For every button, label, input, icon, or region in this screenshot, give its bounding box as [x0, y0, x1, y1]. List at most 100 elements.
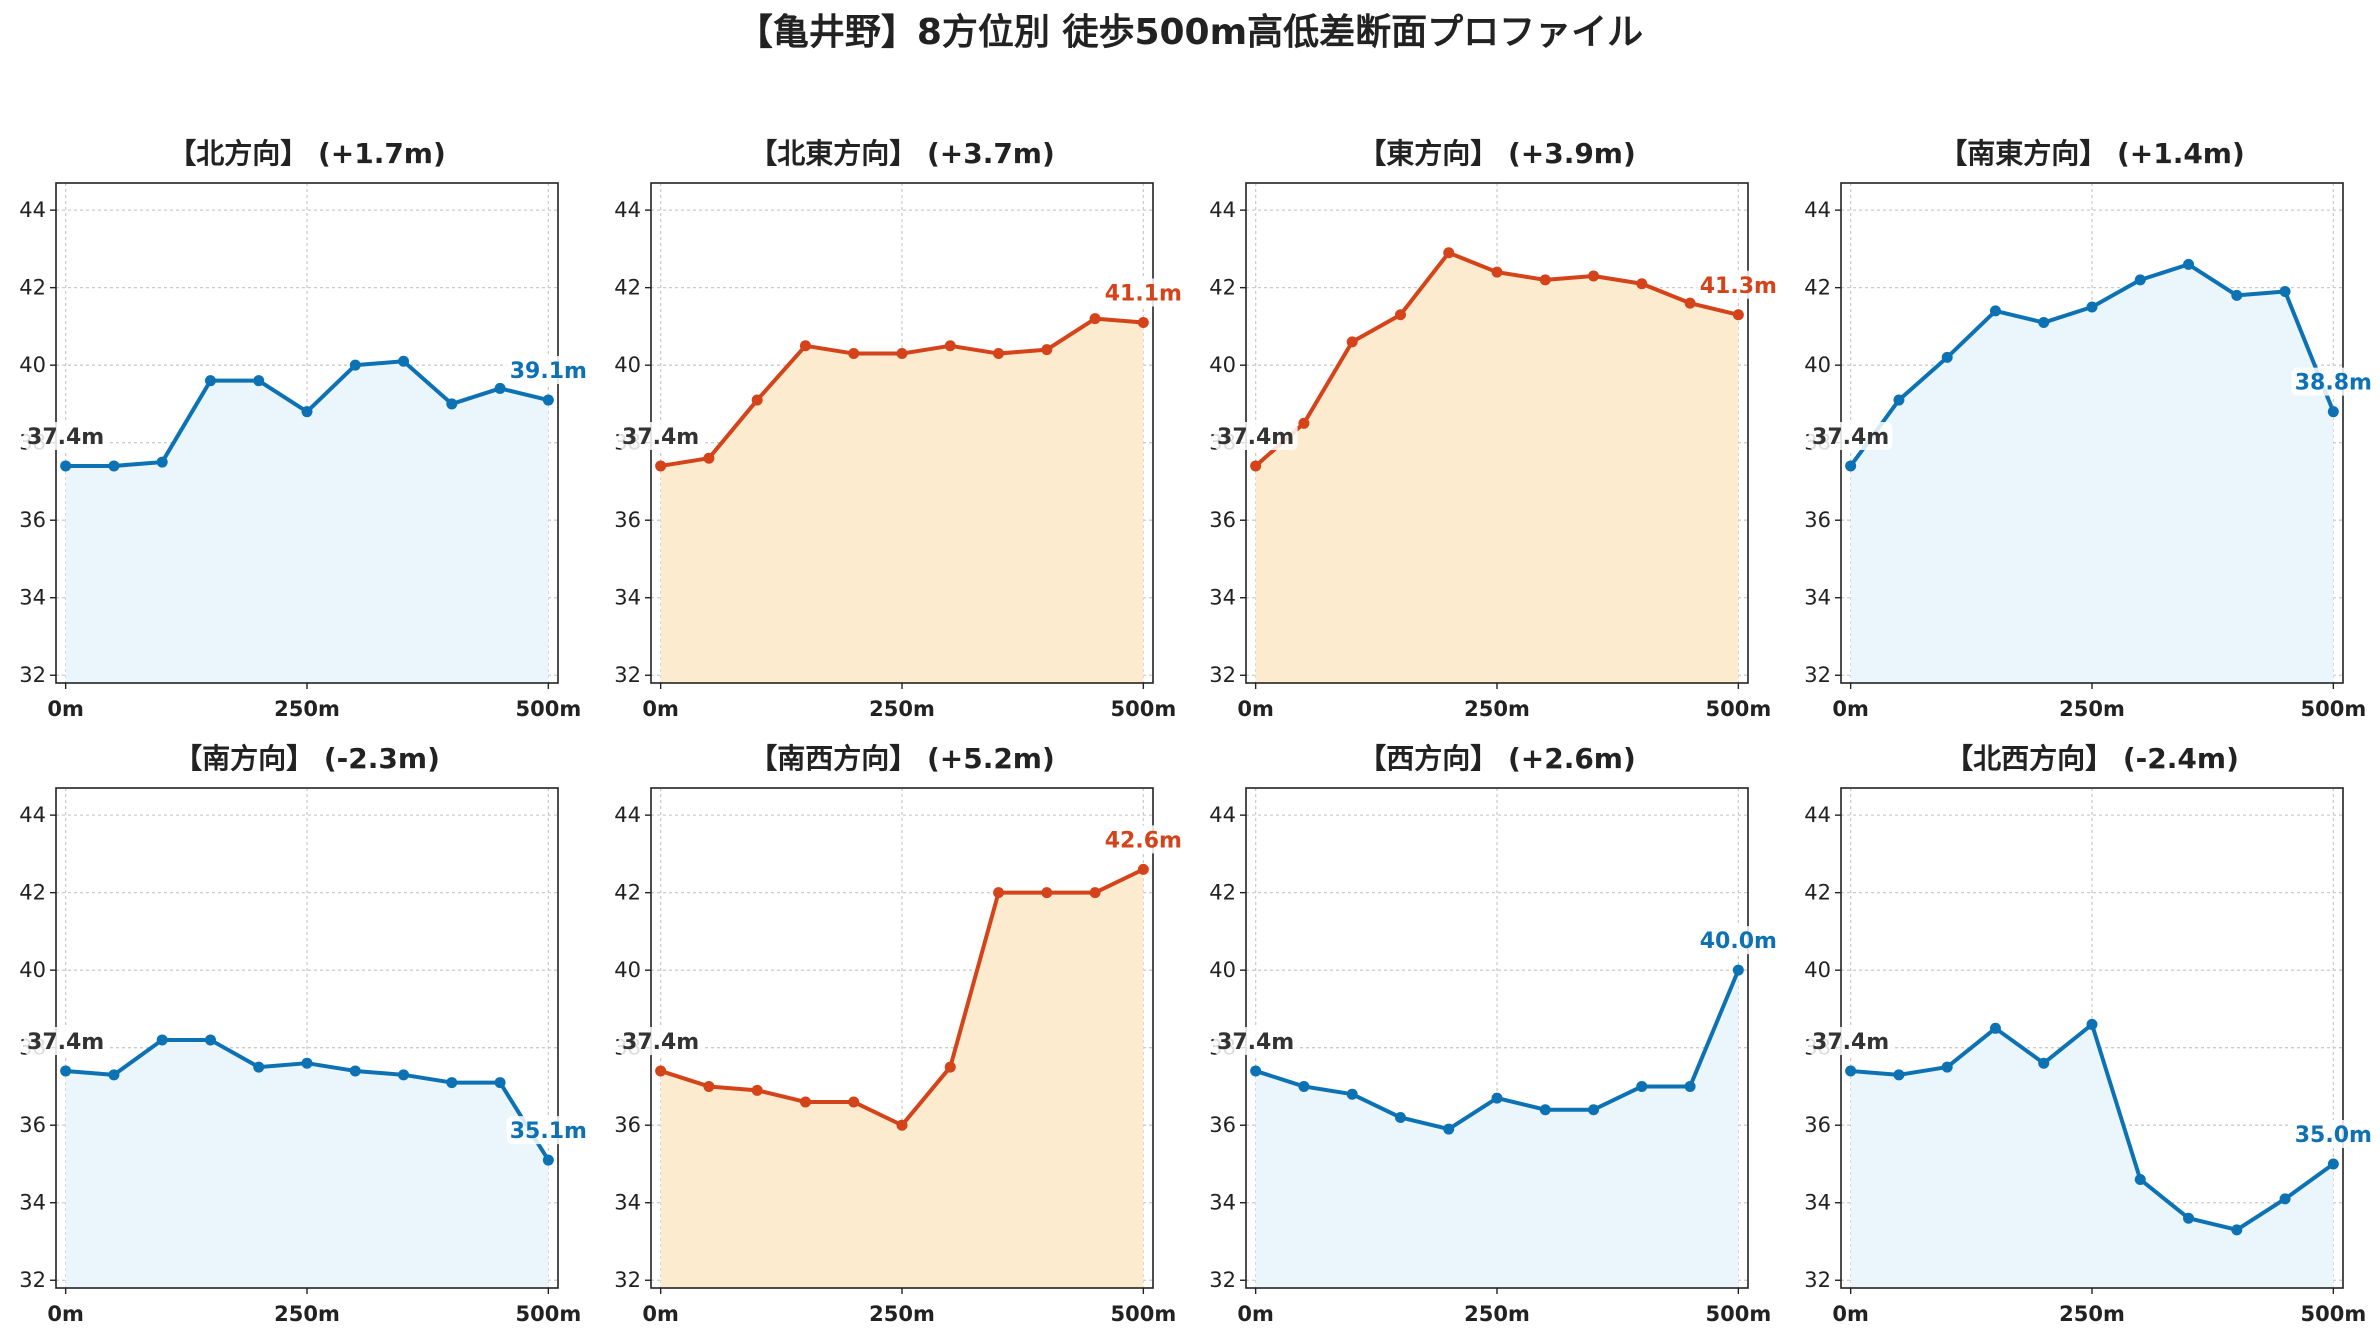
panel-1-xtick-label: 250m — [869, 697, 935, 721]
panel-7-point — [1989, 1022, 2001, 1034]
panel-2-point — [1491, 266, 1503, 278]
panel-6-ytick-label: 34 — [1209, 1191, 1236, 1215]
panel-4-ytick-label: 40 — [19, 958, 46, 982]
panel-4-point — [446, 1077, 458, 1089]
panel-7-point — [2279, 1193, 2291, 1205]
panel-1-point — [993, 348, 1005, 360]
panel-2-title: 【東方向】 (+3.9m) — [1358, 137, 1636, 170]
panel-4-xtick-label: 250m — [274, 1302, 340, 1326]
panel-5-point — [1041, 887, 1053, 899]
panel-6: 【西方向】 (+2.6m)323436384042440m250m500m37.… — [1209, 742, 1781, 1326]
panel-2-xtick-label: 0m — [1237, 697, 1274, 721]
panel-3-point — [2231, 289, 2243, 301]
panel-1-area-fill — [660, 318, 1144, 683]
panel-2-ytick-label: 42 — [1209, 276, 1236, 300]
panel-1-point — [1041, 344, 1053, 356]
panel-4-end-label-box — [506, 1116, 591, 1145]
panel-7-point — [2231, 1224, 2243, 1236]
panel-2-xtick-label: 250m — [1464, 697, 1530, 721]
panel-5-point — [993, 887, 1005, 899]
panel-2-point — [1684, 297, 1696, 309]
panel-0-title: 【北方向】 (+1.7m) — [168, 137, 446, 170]
panel-7-ytick-label: 44 — [1804, 803, 1831, 827]
panel-1-point — [944, 340, 956, 352]
panel-7-point — [1845, 1065, 1857, 1077]
panel-1-point — [751, 394, 763, 406]
panel-5-point — [799, 1096, 811, 1108]
panel-6-ytick-label: 36 — [1209, 1113, 1236, 1137]
panel-4-point — [542, 1154, 554, 1166]
panel-1-point — [1089, 313, 1101, 325]
panel-5-ytick-label: 44 — [614, 803, 641, 827]
panel-4-point — [494, 1077, 506, 1089]
panel-3-ytick-label: 32 — [1804, 663, 1831, 687]
panel-5-start-label: 37.4m — [622, 1030, 699, 1055]
panel-0-point — [156, 456, 168, 468]
panel-0-ytick-label: 36 — [19, 508, 46, 532]
panel-3-start-label: 37.4m — [1812, 425, 1889, 450]
panel-1-point — [655, 460, 667, 472]
panel-4-point — [398, 1069, 410, 1081]
panel-1-point — [848, 348, 860, 360]
panel-0-point — [349, 359, 361, 371]
panel-3-end-label-box — [2291, 367, 2376, 396]
figure-title: 【亀井野】8方位別 徒歩500m高低差断面プロファイル — [737, 12, 1643, 53]
panel-7-ytick-label: 42 — [1804, 881, 1831, 905]
panel-0-ytick-label: 44 — [19, 198, 46, 222]
panel-4-start-label: 37.4m — [27, 1030, 104, 1055]
panel-7-point — [2086, 1018, 2098, 1030]
panel-6-end-label-box — [1696, 926, 1781, 955]
panel-6-point — [1732, 964, 1744, 976]
panel-7-xtick-label: 0m — [1832, 1302, 1869, 1326]
panel-6-title: 【西方向】 (+2.6m) — [1358, 742, 1636, 775]
panel-0-ytick-label: 40 — [19, 353, 46, 377]
panel-3-area-fill — [1850, 264, 2334, 683]
panel-0-point — [253, 375, 265, 387]
panel-3-ytick-label: 34 — [1804, 586, 1831, 610]
panel-5-ytick-label: 36 — [614, 1113, 641, 1137]
panel-0-ytick-label: 42 — [19, 276, 46, 300]
panel-6-point — [1684, 1080, 1696, 1092]
panel-1-ytick-label: 32 — [614, 663, 641, 687]
panel-3-point — [2086, 301, 2098, 313]
panel-2-point — [1443, 247, 1455, 259]
panel-2-ytick-label: 36 — [1209, 508, 1236, 532]
panel-0-end-label: 39.1m — [510, 359, 587, 384]
panel-0-ytick-label: 32 — [19, 663, 46, 687]
panel-3-point — [2038, 317, 2050, 329]
panel-4-point — [301, 1057, 313, 1069]
panel-5-ytick-label: 34 — [614, 1191, 641, 1215]
panel-5-title: 【南西方向】 (+5.2m) — [749, 742, 1055, 775]
panel-6-point — [1588, 1104, 1600, 1116]
panel-7-ytick-label: 32 — [1804, 1268, 1831, 1292]
panel-2-end-label: 41.3m — [1700, 274, 1777, 299]
panel-7-point — [1941, 1061, 1953, 1073]
panel-2-ytick-label: 40 — [1209, 353, 1236, 377]
panel-6-xtick-label: 0m — [1237, 1302, 1274, 1326]
panel-3-ytick-label: 42 — [1804, 276, 1831, 300]
panel-6-start-label: 37.4m — [1217, 1030, 1294, 1055]
panel-3-point — [2279, 286, 2291, 298]
panel-6-xtick-label: 500m — [1705, 1302, 1771, 1326]
panel-3-start-label-box — [1808, 421, 1893, 450]
panel-3-end-label: 38.8m — [2295, 371, 2372, 396]
panel-5-start-label-box — [618, 1026, 703, 1055]
panel-5-end-label: 42.6m — [1105, 828, 1182, 853]
panel-0-point — [60, 460, 72, 472]
panel-4-xtick-label: 0m — [47, 1302, 84, 1326]
panel-6-point — [1491, 1092, 1503, 1104]
panel-2-point — [1394, 309, 1406, 321]
panel-1: 【北東方向】 (+3.7m)323436384042440m250m500m37… — [614, 137, 1186, 721]
panel-1-end-label-box — [1101, 278, 1186, 307]
panel-4-point — [349, 1065, 361, 1077]
panel-3-point — [1893, 394, 1905, 406]
panel-0-area-fill — [65, 361, 549, 683]
panel-4-point — [253, 1061, 265, 1073]
panel-7: 【北西方向】 (-2.4m)323436384042440m250m500m37… — [1804, 742, 2376, 1326]
panel-3-xtick-label: 0m — [1832, 697, 1869, 721]
panel-2-point — [1250, 460, 1262, 472]
panel-0-start-label: 37.4m — [27, 425, 104, 450]
panel-6-point — [1443, 1123, 1455, 1135]
panel-7-ytick-label: 34 — [1804, 1191, 1831, 1215]
